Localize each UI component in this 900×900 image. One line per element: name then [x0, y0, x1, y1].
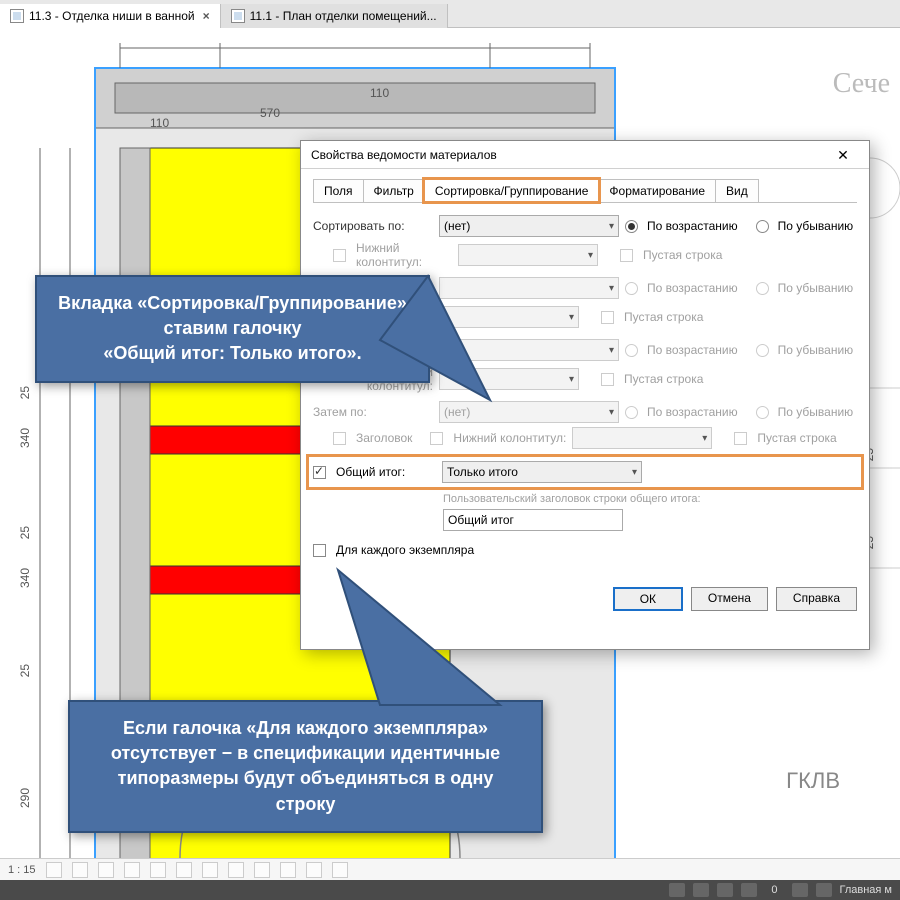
- toolbar-icon[interactable]: [306, 862, 322, 878]
- dim-570: 570: [260, 106, 280, 120]
- tab-sorting-grouping[interactable]: Сортировка/Группирование: [424, 179, 600, 202]
- chk-per-instance[interactable]: [313, 544, 326, 557]
- view-control-bar: 1 : 15: [0, 858, 900, 880]
- per-instance-label: Для каждого экземпляра: [336, 543, 474, 557]
- dim-340b: 340: [18, 568, 32, 588]
- radio-ascending[interactable]: [625, 220, 638, 233]
- toolbar-icon[interactable]: [46, 862, 62, 878]
- chk-blank-1: [620, 249, 633, 262]
- sheet-icon: [231, 9, 245, 23]
- tab-label: 11.1 - План отделки помещений...: [250, 9, 437, 23]
- tab-active[interactable]: 11.3 - Отделка ниши в ванной ×: [0, 4, 221, 28]
- label-gklv: ГКЛВ: [786, 768, 840, 794]
- status-icon[interactable]: [792, 883, 808, 897]
- label-desc: По убыванию: [778, 219, 854, 233]
- callout-pointer-1: [340, 250, 520, 470]
- watermark-text: Сече: [833, 68, 890, 100]
- callout-pointer-2: [300, 560, 540, 720]
- status-counter: 0: [771, 884, 777, 896]
- sort-by-select[interactable]: (нет)▾: [439, 215, 619, 237]
- ok-button[interactable]: ОК: [613, 587, 683, 611]
- radio-desc-2: [756, 282, 769, 295]
- document-tabs: 11.3 - Отделка ниши в ванной × 11.1 - Пл…: [0, 0, 900, 28]
- toolbar-icon[interactable]: [254, 862, 270, 878]
- tab-view[interactable]: Вид: [715, 179, 759, 202]
- custom-total-input[interactable]: Общий итог: [443, 509, 623, 531]
- sheet-icon: [10, 9, 24, 23]
- close-icon[interactable]: ×: [203, 9, 210, 23]
- dim-290: 290: [18, 788, 32, 808]
- tab-formatting[interactable]: Форматирование: [598, 179, 716, 202]
- status-icon[interactable]: [717, 883, 733, 897]
- sort-by-label: Сортировать по:: [313, 219, 433, 233]
- toolbar-icon[interactable]: [280, 862, 296, 878]
- status-icon[interactable]: [693, 883, 709, 897]
- status-bar: 0 Главная м: [0, 880, 900, 900]
- tab-fields[interactable]: Поля: [313, 179, 364, 202]
- toolbar-icon[interactable]: [332, 862, 348, 878]
- dim-110-right: 110: [370, 86, 389, 100]
- dim-25b: 25: [18, 526, 32, 539]
- toolbar-icon[interactable]: [202, 862, 218, 878]
- help-button[interactable]: Справка: [776, 587, 857, 611]
- status-icon[interactable]: [669, 883, 685, 897]
- dim-110-left: 110: [150, 116, 169, 130]
- dim-25c: 25: [18, 664, 32, 677]
- tab-inactive[interactable]: 11.1 - План отделки помещений...: [221, 4, 448, 28]
- toolbar-icon[interactable]: [176, 862, 192, 878]
- scale-display[interactable]: 1 : 15: [8, 864, 36, 876]
- toolbar-icon[interactable]: [124, 862, 140, 878]
- status-icon[interactable]: [816, 883, 832, 897]
- radio-asc-2: [625, 282, 638, 295]
- toolbar-icon[interactable]: [150, 862, 166, 878]
- custom-total-label: Пользовательский заголовок строки общего…: [443, 493, 701, 505]
- status-main-label: Главная м: [840, 884, 893, 896]
- cancel-button[interactable]: Отмена: [691, 587, 768, 611]
- tab-filter[interactable]: Фильтр: [363, 179, 425, 202]
- tab-label: 11.3 - Отделка ниши в ванной: [29, 9, 195, 23]
- dialog-titlebar[interactable]: Свойства ведомости материалов ✕: [301, 141, 869, 169]
- toolbar-icon[interactable]: [228, 862, 244, 878]
- radio-descending[interactable]: [756, 220, 769, 233]
- chk-grand-total[interactable]: [313, 466, 326, 479]
- dialog-title: Свойства ведомости материалов: [311, 148, 823, 162]
- status-icon[interactable]: [741, 883, 757, 897]
- toolbar-icon[interactable]: [98, 862, 114, 878]
- toolbar-icon[interactable]: [72, 862, 88, 878]
- close-icon[interactable]: ✕: [823, 143, 863, 167]
- blank-label-1: Пустая строка: [643, 248, 722, 262]
- dialog-tabs: Поля Фильтр Сортировка/Группирование Фор…: [313, 179, 857, 203]
- dim-340a: 340: [18, 428, 32, 448]
- dim-25a: 25: [18, 386, 32, 399]
- label-asc: По возрастанию: [647, 219, 738, 233]
